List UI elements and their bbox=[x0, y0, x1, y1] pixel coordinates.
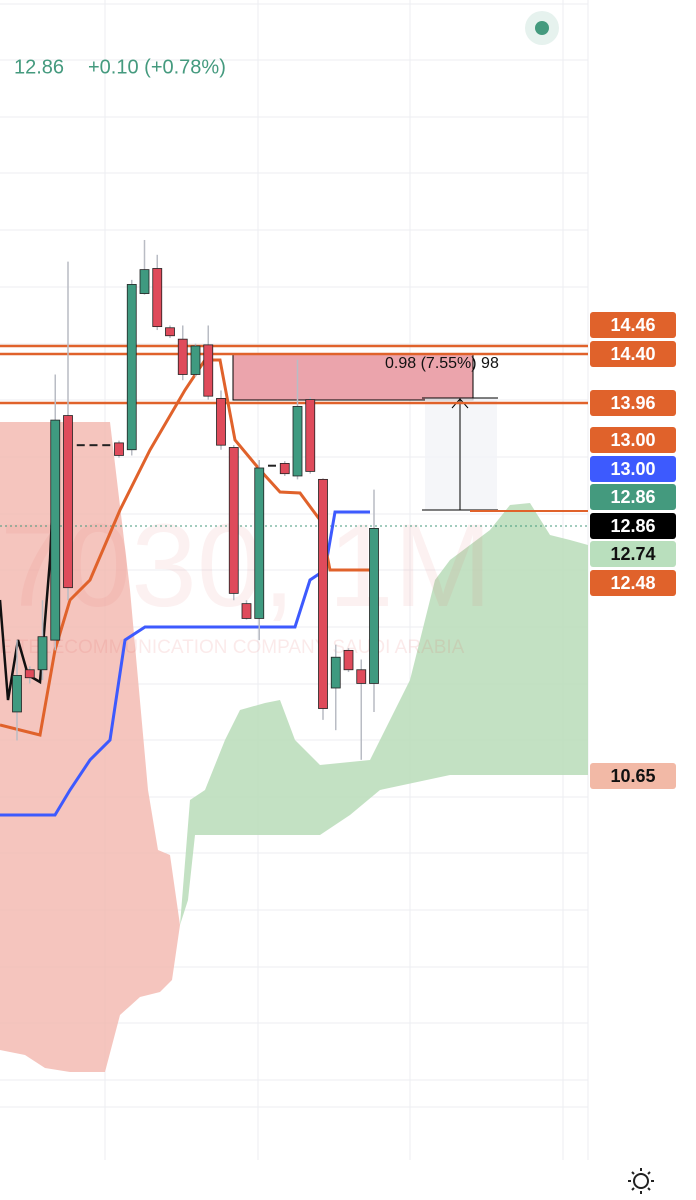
candle-body bbox=[152, 268, 163, 328]
candle-body bbox=[63, 415, 73, 589]
candle-body bbox=[369, 528, 379, 684]
price-label-bg bbox=[590, 312, 676, 338]
candle-body bbox=[216, 398, 226, 446]
candle-body bbox=[318, 478, 328, 709]
price-label: 12.48 bbox=[610, 573, 655, 593]
watermark-company: MOBILE TELECOMMUNICATION COMPANY SAUDI A… bbox=[0, 637, 465, 658]
price-label: 13.00 bbox=[610, 459, 655, 479]
candle-body bbox=[24, 669, 35, 679]
price-label: 14.46 bbox=[610, 315, 655, 335]
price-label: 10.65 bbox=[610, 766, 655, 786]
status-dot bbox=[535, 21, 549, 35]
candle-body bbox=[139, 269, 150, 294]
price-label: 12.86 bbox=[610, 487, 655, 507]
candle-body bbox=[241, 603, 252, 619]
candle-body bbox=[228, 447, 239, 594]
candle-body bbox=[343, 649, 354, 671]
price-label-bg bbox=[590, 570, 676, 596]
price-label-bg bbox=[590, 456, 676, 482]
header-price: 12.86 bbox=[14, 56, 64, 78]
candle-body bbox=[330, 656, 341, 689]
candle-body bbox=[203, 344, 214, 397]
price-label: 14.40 bbox=[610, 344, 655, 364]
candle-body bbox=[126, 284, 137, 451]
cloud-bearish bbox=[0, 422, 180, 1072]
candle-body bbox=[12, 675, 22, 713]
candle-body bbox=[37, 636, 48, 671]
candle-body bbox=[356, 669, 367, 684]
price-label: 12.86 bbox=[610, 516, 655, 536]
candle-body bbox=[279, 463, 290, 475]
candle-body bbox=[177, 338, 188, 375]
candle-body bbox=[254, 467, 265, 619]
measure-arrowhead bbox=[451, 398, 469, 409]
range-box bbox=[232, 353, 474, 401]
price-label: 13.00 bbox=[610, 430, 655, 450]
measure-box bbox=[425, 398, 497, 510]
price-label: 13.96 bbox=[610, 393, 655, 413]
header-change: +0.10 (+0.78%) bbox=[88, 56, 226, 78]
price-label: 12.74 bbox=[610, 544, 655, 564]
candle-body bbox=[165, 327, 175, 337]
price-label-bg bbox=[590, 390, 676, 416]
price-label-bg bbox=[590, 541, 676, 567]
candle-body bbox=[50, 419, 61, 641]
measure-label: 0.98 (7.55%) 98 bbox=[385, 355, 499, 372]
price-label-bg bbox=[590, 513, 676, 539]
price-label-bg bbox=[590, 427, 676, 453]
price-label-bg bbox=[590, 763, 676, 789]
candle-body bbox=[305, 399, 316, 472]
candle-body bbox=[190, 345, 201, 375]
price-label-bg bbox=[590, 341, 676, 367]
settings-icon[interactable] bbox=[628, 1168, 654, 1194]
candle-body bbox=[114, 442, 124, 456]
candles bbox=[12, 239, 379, 760]
price-labels: 14.46 14.40 13.96 13.00 13.00 12.86 12.86 12.74… bbox=[590, 312, 676, 789]
price-label-bg bbox=[590, 484, 676, 510]
candle-body bbox=[292, 406, 303, 477]
cloud-bullish bbox=[180, 503, 588, 925]
